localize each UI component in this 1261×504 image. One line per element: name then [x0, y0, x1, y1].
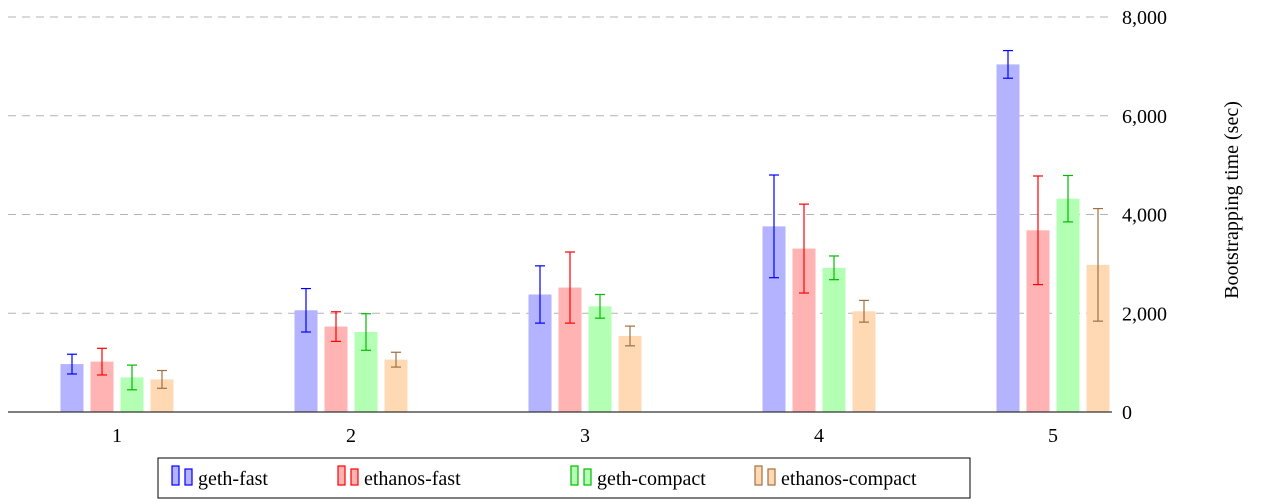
legend-swatch [767, 468, 776, 486]
legend-label: ethanos-compact [781, 468, 917, 490]
error-bar-ethanos-fast-1 [97, 347, 107, 376]
bar-geth-compact-3 [588, 306, 612, 412]
error-bar-geth-compact-4 [829, 255, 839, 281]
bar-geth-fast-1 [60, 364, 84, 412]
x-tick-label: 2 [346, 425, 356, 447]
bar-ethanos-fast-1 [90, 361, 114, 412]
bar-geth-compact-5 [1056, 198, 1080, 412]
error-bar-ethanos-compact-2 [391, 351, 401, 368]
error-bar-ethanos-fast-2 [331, 311, 341, 342]
bar-ethanos-fast-2 [324, 326, 348, 412]
x-tick-label: 5 [1048, 425, 1058, 447]
bar-geth-compact-1 [120, 377, 144, 412]
legend-label: ethanos-fast [364, 468, 461, 490]
error-bar-ethanos-fast-3 [565, 251, 575, 324]
y-tick-label: 2,000 [1122, 303, 1167, 325]
legend-item-geth-fast: geth-fast [171, 465, 268, 490]
error-bar-ethanos-compact-1 [157, 369, 167, 389]
x-tick-label: 1 [112, 425, 122, 447]
error-bar-geth-compact-1 [127, 364, 137, 391]
bar-geth-fast-5 [996, 64, 1020, 413]
x-tick-labels: 1 2 3 4 5 [112, 425, 1058, 447]
error-bar-geth-fast-2 [301, 287, 311, 333]
legend-swatch [171, 465, 180, 486]
error-bar-ethanos-fast-4 [799, 203, 809, 294]
bar-geth-compact-4 [822, 267, 846, 412]
legend-label: geth-compact [597, 468, 706, 490]
bar-ethanos-compact-2 [384, 359, 408, 412]
error-bar-geth-compact-3 [595, 293, 605, 319]
y-tick-label: 0 [1122, 402, 1132, 424]
legend-item-ethanos-fast: ethanos-fast [337, 465, 461, 490]
error-bar-geth-fast-1 [67, 353, 77, 375]
error-bar-geth-compact-2 [361, 313, 371, 351]
y-axis-label: Bootstrapping time (sec) [1221, 101, 1243, 299]
bar-geth-fast-2 [294, 310, 318, 412]
error-bar-geth-fast-4 [769, 174, 779, 279]
legend-item-ethanos-compact: ethanos-compact [754, 465, 917, 490]
bar-geth-fast-3 [528, 294, 552, 412]
legend-swatch [570, 465, 579, 486]
bar-geth-fast-4 [762, 226, 786, 412]
bar-ethanos-compact-3 [618, 335, 642, 412]
bar-ethanos-fast-5 [1026, 230, 1050, 412]
error-bars [67, 49, 1103, 391]
legend-swatch [583, 468, 592, 486]
bar-ethanos-fast-3 [558, 287, 582, 412]
x-tick-label: 4 [814, 425, 824, 447]
legend: geth-fast ethanos-fast geth-compact ethanos… [157, 457, 971, 499]
error-bar-geth-fast-5 [1003, 49, 1013, 79]
legend-box [157, 457, 971, 499]
error-bar-ethanos-compact-5 [1093, 207, 1103, 322]
legend-swatch [754, 465, 763, 486]
y-tick-labels: 0 2,000 4,000 6,000 8,000 [1122, 7, 1167, 424]
error-bar-ethanos-fast-5 [1033, 175, 1043, 286]
legend-label: geth-fast [198, 468, 268, 490]
bar-ethanos-compact-4 [852, 311, 876, 412]
bar-ethanos-fast-4 [792, 248, 816, 412]
error-bar-ethanos-compact-4 [859, 299, 869, 323]
bar-ethanos-compact-5 [1086, 264, 1110, 412]
x-tick-label: 3 [580, 425, 590, 447]
y-tick-label: 4,000 [1122, 205, 1167, 227]
legend-swatch [350, 468, 359, 486]
bar-ethanos-compact-1 [150, 379, 174, 412]
y-tick-label: 6,000 [1122, 106, 1167, 128]
grid-lines [8, 16, 1112, 314]
y-tick-label: 8,000 [1122, 7, 1167, 29]
legend-item-geth-compact: geth-compact [570, 465, 706, 490]
bars [60, 64, 1110, 413]
error-bar-geth-compact-5 [1063, 174, 1073, 223]
error-bar-geth-fast-3 [535, 265, 545, 324]
legend-swatch [337, 465, 346, 486]
error-bar-ethanos-compact-3 [625, 325, 635, 347]
legend-swatch [184, 468, 193, 486]
bar-geth-compact-2 [354, 332, 378, 412]
